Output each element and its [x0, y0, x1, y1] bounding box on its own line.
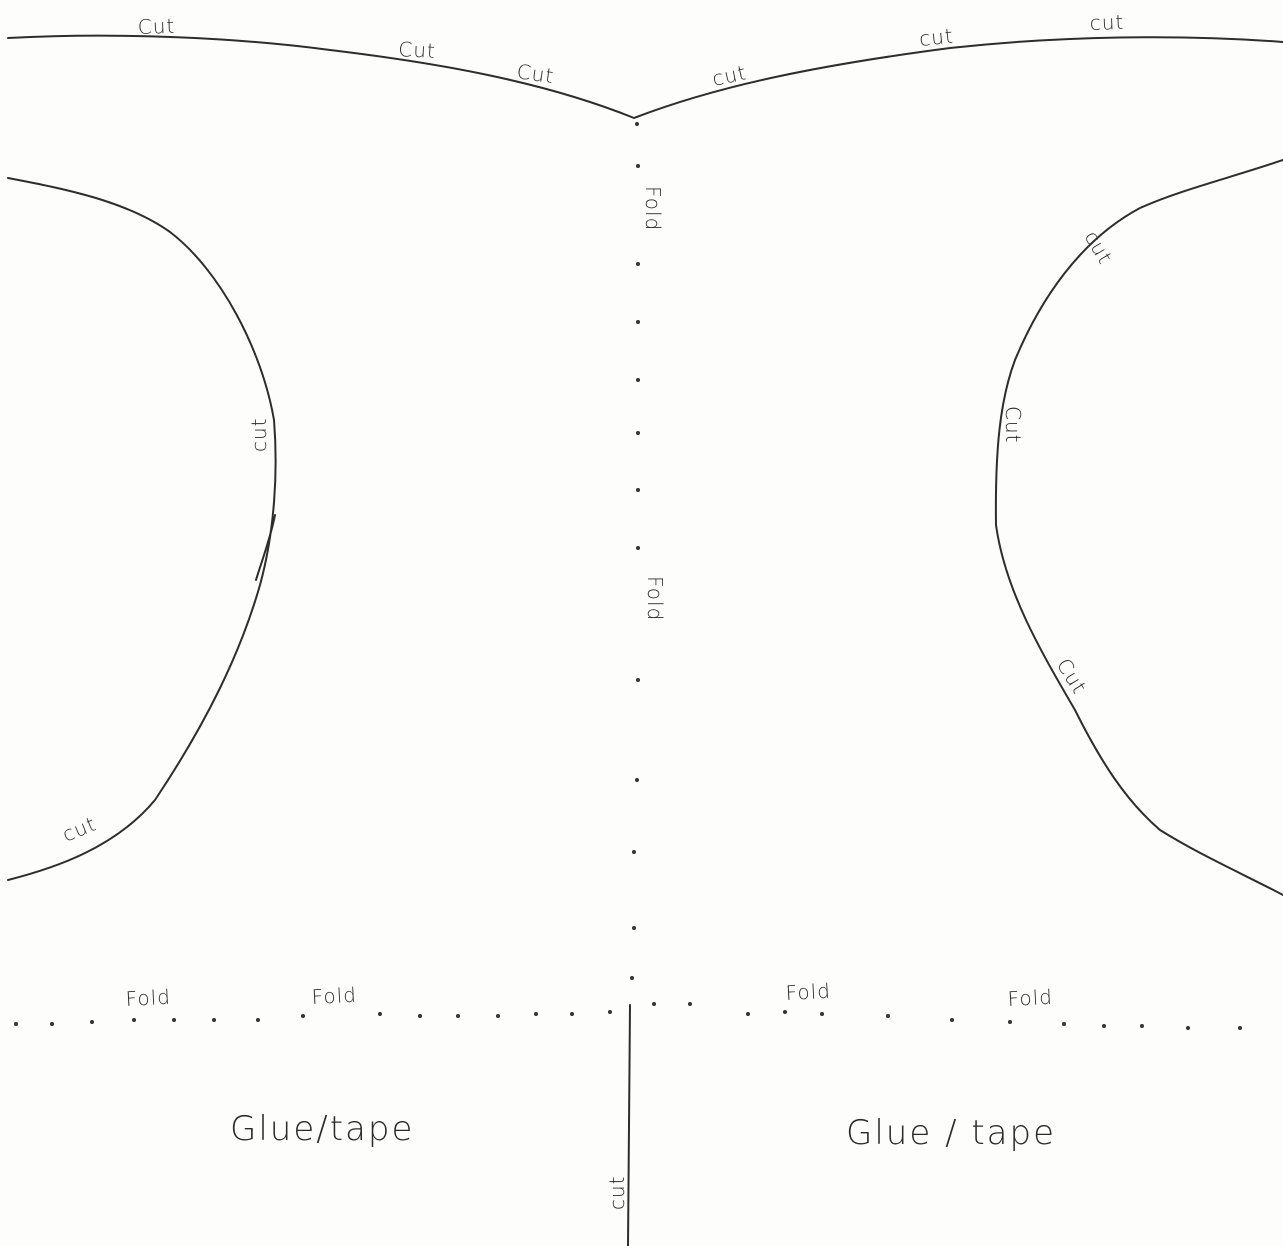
- cut-label-left-mid: cut: [247, 417, 271, 452]
- cut-label-top-4: cut: [710, 60, 749, 91]
- center-bottom-cut-line: [627, 1004, 631, 1246]
- cut-label-top-3: Cut: [515, 59, 555, 88]
- glue-tape-label-right: Glue / tape: [846, 1113, 1056, 1153]
- cut-label-top-5: cut: [918, 23, 955, 50]
- fold-label-bottom-1: Fold: [125, 985, 171, 1011]
- cut-label-left-bottom: cut: [59, 811, 100, 846]
- fold-label-vertical-mid: Fold: [643, 576, 667, 621]
- fold-label-vertical-top: Fold: [641, 186, 665, 231]
- horizontal-fold-dots: [14, 1002, 1242, 1030]
- cut-label-right-bottom: Cut: [1052, 654, 1092, 699]
- glue-tape-label-left: Glue/tape: [230, 1109, 414, 1149]
- cut-label-top-6: cut: [1089, 10, 1124, 35]
- cut-label-right-mid: Cut: [1001, 406, 1025, 443]
- top-cut-line: [7, 34, 1283, 119]
- cut-label-right-top: cut: [1080, 227, 1118, 269]
- fold-label-bottom-2: Fold: [311, 983, 357, 1009]
- cut-label-bottom-center: cut: [605, 1175, 629, 1210]
- cut-label-top-2: Cut: [398, 37, 437, 63]
- fold-label-bottom-3: Fold: [785, 979, 831, 1005]
- fold-label-bottom-4: Fold: [1007, 985, 1053, 1011]
- left-cut-line: [7, 177, 277, 881]
- left-cut-correction: [255, 514, 276, 581]
- vertical-fold-dots: [630, 122, 640, 980]
- cut-label-top-1: Cut: [137, 14, 175, 39]
- right-cut-line: [994, 159, 1283, 896]
